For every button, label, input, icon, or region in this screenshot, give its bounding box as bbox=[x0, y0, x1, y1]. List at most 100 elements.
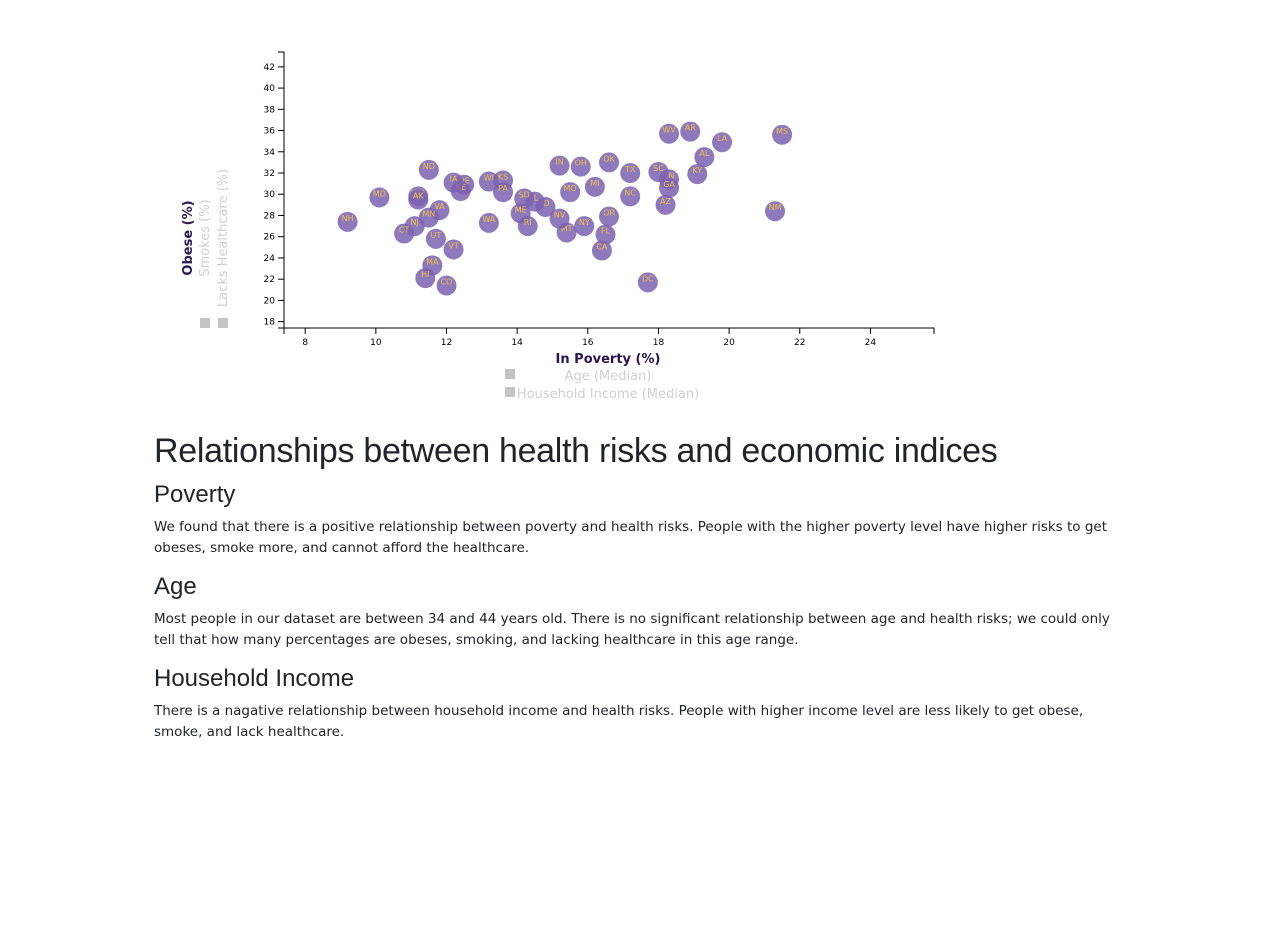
state-circle bbox=[570, 156, 591, 177]
state-point: WV bbox=[659, 123, 680, 144]
x-axis-label-text: Household Income (Median) bbox=[517, 387, 699, 402]
state-abbr-label: MI bbox=[590, 179, 599, 188]
state-abbr-label: NM bbox=[769, 203, 782, 212]
x-axis-line bbox=[283, 327, 935, 334]
y-tick-label: 26 bbox=[264, 233, 276, 243]
state-circle bbox=[599, 206, 619, 227]
state-abbr-label: FL bbox=[601, 227, 611, 236]
state-circle bbox=[394, 223, 415, 244]
state-abbr-label: TX bbox=[624, 165, 636, 174]
state-circle bbox=[549, 208, 570, 229]
state-abbr-label: VT bbox=[448, 241, 458, 250]
state-circle bbox=[599, 152, 619, 173]
state-abbr-label: AR bbox=[685, 124, 696, 133]
x-axis-label-text: In Poverty (%) bbox=[556, 352, 661, 367]
state-point: RI bbox=[517, 216, 538, 237]
y-tick-label: 32 bbox=[264, 169, 275, 179]
state-abbr-label: MD bbox=[373, 189, 386, 198]
state-point: AK bbox=[408, 189, 429, 210]
state-point: VT bbox=[443, 239, 464, 260]
state-abbr-label: PA bbox=[498, 184, 508, 193]
y-axis-line bbox=[278, 51, 285, 329]
y-axis-label-text: Obese (%) bbox=[181, 200, 196, 275]
state-point: SC bbox=[648, 161, 669, 182]
state-abbr-label: LA bbox=[717, 134, 728, 143]
y-axis-option[interactable]: Obese (%) bbox=[181, 200, 196, 275]
state-circle bbox=[415, 268, 436, 289]
state-abbr-label: CO bbox=[441, 278, 453, 287]
state-circle bbox=[694, 147, 715, 168]
state-abbr-label: GA bbox=[663, 180, 675, 189]
y-axis-option[interactable]: Lacks Healthcare (%) bbox=[216, 169, 231, 328]
state-abbr-label: VA bbox=[434, 202, 445, 211]
state-circle bbox=[584, 176, 605, 197]
scatter-plot-svg: 8 10 12 14 16 18 20 22 24 18 20 22 24 26 28 30 32 34 36 38… bbox=[181, 51, 935, 402]
y-axis-label-group: Obese (%) Smokes (%) Lacks Healthcare (%) bbox=[181, 169, 231, 328]
state-point: UT bbox=[425, 228, 446, 249]
state-point: DC bbox=[637, 272, 658, 293]
state-point: NY bbox=[574, 216, 595, 237]
section-body-poverty: We found that there is a positive relati… bbox=[154, 519, 1108, 556]
section-heading-household-income: Household Income bbox=[154, 665, 355, 692]
state-abbr-label: AL bbox=[699, 149, 709, 158]
state-circle bbox=[687, 164, 708, 185]
state-circle bbox=[443, 172, 464, 193]
y-tick-label: 24 bbox=[264, 254, 276, 264]
state-abbr-label: KY bbox=[692, 166, 702, 175]
x-axis-option[interactable]: In Poverty (%) bbox=[556, 352, 661, 367]
x-option-marker bbox=[505, 387, 515, 397]
x-option-marker bbox=[505, 369, 515, 379]
x-axis-option[interactable]: Household Income (Median) bbox=[505, 387, 699, 402]
state-abbr-label: UT bbox=[431, 231, 442, 240]
state-abbr-label: NJ bbox=[411, 218, 419, 227]
state-point: HI bbox=[415, 268, 436, 289]
state-point: OR bbox=[599, 206, 619, 227]
state-circle bbox=[337, 211, 358, 232]
state-abbr-label: RI bbox=[524, 218, 532, 227]
x-tick-label: 8 bbox=[302, 338, 308, 348]
state-abbr-label: MT bbox=[561, 224, 573, 233]
x-tick-label: 24 bbox=[865, 338, 877, 348]
state-point: PA bbox=[493, 182, 514, 203]
section-age: Age Most people in our dataset are betwe… bbox=[154, 573, 1124, 651]
state-abbr-label: IA bbox=[450, 175, 458, 184]
state-circle bbox=[659, 123, 680, 144]
state-abbr-label: ND bbox=[423, 162, 435, 171]
state-abbr-label: OR bbox=[603, 209, 615, 218]
x-axis-label-group: In Poverty (%) Age (Median) Household Inco… bbox=[505, 352, 699, 402]
state-abbr-label: DC bbox=[642, 274, 654, 283]
state-circle bbox=[637, 272, 658, 293]
state-abbr-label: IL bbox=[531, 194, 538, 203]
y-axis-option[interactable]: Smokes (%) bbox=[198, 199, 213, 328]
state-point: NM bbox=[765, 201, 786, 222]
state-point: CA bbox=[591, 240, 612, 261]
section-body-household-income: There is a nagative relationship between… bbox=[154, 703, 1084, 740]
state-point: MD bbox=[369, 187, 390, 208]
y-tick-label: 22 bbox=[264, 275, 275, 285]
state-circle bbox=[655, 194, 676, 215]
state-abbr-label: WA bbox=[482, 215, 495, 224]
state-point: KY bbox=[687, 164, 708, 185]
y-axis-label-text: Lacks Healthcare (%) bbox=[216, 169, 231, 307]
x-axis-option[interactable]: Age (Median) bbox=[505, 369, 651, 384]
state-point: MS bbox=[772, 124, 793, 145]
section-heading-poverty: Poverty bbox=[154, 481, 236, 508]
state-circle bbox=[369, 187, 390, 208]
article: Relationships between health risks and e… bbox=[154, 432, 1124, 757]
y-tick-label: 18 bbox=[264, 318, 276, 328]
state-point: OK bbox=[599, 152, 619, 173]
state-point: AZ bbox=[655, 194, 676, 215]
state-circle bbox=[765, 201, 786, 222]
state-abbr-label: ME bbox=[515, 205, 527, 214]
state-circle bbox=[478, 212, 499, 233]
y-tick-label: 28 bbox=[264, 211, 276, 221]
state-point: NH bbox=[337, 211, 358, 232]
state-circle bbox=[680, 121, 701, 142]
y-tick-label: 36 bbox=[264, 127, 276, 137]
scatter-chart: 8 10 12 14 16 18 20 22 24 18 20 22 24 26 28 30 32 34 36 38… bbox=[0, 0, 1280, 410]
y-option-marker bbox=[218, 318, 228, 328]
y-tick-label: 40 bbox=[264, 84, 276, 94]
state-point: TX bbox=[620, 163, 641, 184]
state-abbr-label: NH bbox=[342, 214, 354, 223]
y-option-marker bbox=[200, 318, 210, 328]
